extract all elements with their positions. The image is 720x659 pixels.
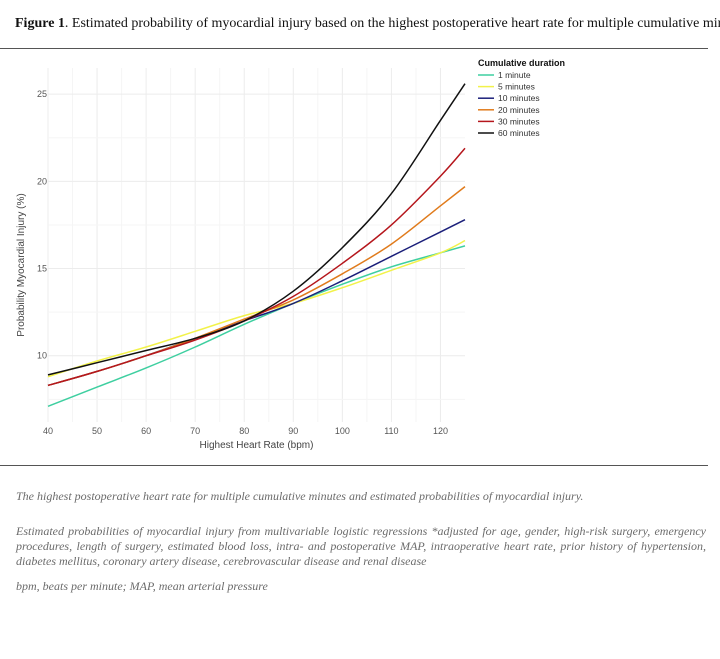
caption-summary: The highest postoperative heart rate for… (16, 489, 584, 503)
legend-entry-5-minutes: 5 minutes (498, 82, 535, 92)
figure-title-text: . Estimated probability of myocardial in… (64, 16, 720, 31)
x-tick-label: 120 (433, 426, 448, 436)
x-tick-label: 110 (384, 426, 398, 436)
x-tick-label: 70 (190, 426, 200, 436)
series-line-60-minutes (47, 83, 466, 376)
chart-grid (47, 68, 465, 422)
caption-adjustments: Estimated probabilities of myocardial in… (16, 524, 706, 568)
x-axis-label: Highest Heart Rate (bpm) (200, 440, 314, 451)
x-tick-label: 60 (141, 426, 151, 436)
legend-title: Cumulative duration (478, 58, 565, 68)
bottom-rule (0, 465, 708, 466)
x-tick-label: 40 (43, 426, 53, 436)
chart-axes: 40 50 60 70 80 90 100 110 120 10 15 20 25 (37, 89, 448, 436)
series-line-5-minutes (47, 239, 466, 378)
x-tick-label: 100 (335, 426, 350, 436)
x-tick-label: 80 (239, 426, 249, 436)
caption-abbreviations: bpm, beats per minute; MAP, mean arteria… (16, 579, 268, 593)
series-line-10-minutes (47, 219, 466, 387)
y-axis-label: Probability Myocardial Injury (%) (16, 193, 27, 336)
chart-series (47, 83, 466, 407)
series-line-30-minutes (47, 147, 466, 387)
y-tick-label: 10 (37, 351, 47, 361)
figure-title: Figure 1. Estimated probability of myoca… (15, 16, 720, 32)
legend-entry-10-minutes: 10 minutes (498, 93, 540, 103)
figure-label: Figure 1 (15, 16, 65, 31)
x-tick-label: 50 (92, 426, 102, 436)
line-chart: 40 50 60 70 80 90 100 110 120 10 15 20 25 Cumulative… (16, 58, 565, 451)
legend-entry-1-minute: 1 minute (498, 70, 531, 80)
legend-entry-20-minutes: 20 minutes (498, 105, 540, 115)
y-tick-label: 20 (37, 176, 47, 186)
y-tick-label: 15 (37, 264, 47, 274)
y-tick-label: 25 (37, 89, 47, 99)
legend-entry-60-minutes: 60 minutes (498, 128, 540, 138)
top-rule (0, 48, 708, 49)
series-line-1-minute (47, 245, 466, 407)
x-tick-label: 90 (288, 426, 298, 436)
legend-entry-30-minutes: 30 minutes (498, 116, 540, 126)
